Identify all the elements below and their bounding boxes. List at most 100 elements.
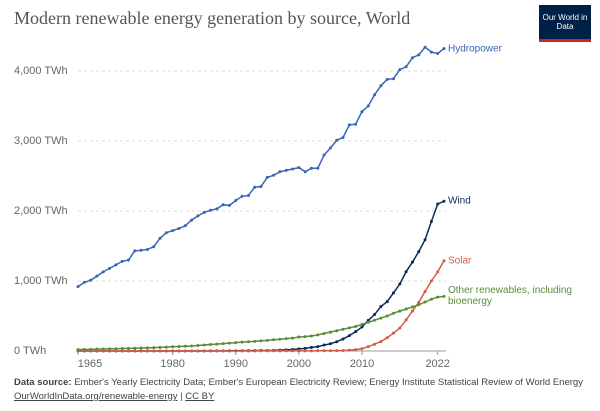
point	[442, 47, 446, 51]
point	[221, 342, 225, 346]
point	[309, 349, 313, 353]
point	[442, 259, 446, 263]
series-line	[78, 260, 445, 352]
point	[297, 166, 301, 170]
point	[328, 330, 332, 334]
point	[373, 313, 377, 317]
point	[347, 334, 351, 338]
point	[335, 329, 339, 333]
point	[309, 345, 313, 349]
point	[89, 347, 93, 351]
source-text: Ember's Yearly Electricity Data; Ember's…	[74, 377, 583, 388]
point	[303, 349, 307, 353]
point	[253, 185, 257, 189]
point	[404, 307, 408, 311]
series-label: Solar	[448, 255, 472, 267]
point	[202, 210, 206, 214]
point	[360, 347, 364, 351]
point	[259, 349, 263, 353]
point	[152, 349, 156, 353]
point	[183, 344, 187, 348]
point	[215, 207, 219, 211]
point	[120, 259, 124, 263]
series-line	[78, 200, 445, 352]
x-tick-label: 2022	[425, 358, 449, 370]
point	[284, 337, 288, 341]
point	[341, 327, 345, 331]
point	[379, 316, 383, 320]
point	[164, 349, 168, 353]
x-tick-label: 2000	[287, 358, 311, 370]
point	[177, 345, 181, 349]
point	[328, 146, 332, 150]
point	[82, 280, 86, 284]
point	[385, 77, 389, 81]
source-label: Data source:	[14, 377, 72, 388]
point	[133, 249, 137, 253]
point	[246, 349, 250, 353]
y-tick-label: 0 TWh	[14, 345, 46, 357]
point	[385, 300, 389, 304]
point	[398, 309, 402, 313]
point	[398, 68, 402, 72]
point	[164, 231, 168, 235]
point	[284, 349, 288, 353]
point	[417, 250, 421, 254]
series-label: Hydropower	[448, 43, 502, 55]
point	[429, 279, 433, 283]
logo[interactable]: Our World in Data	[539, 5, 591, 42]
point	[316, 349, 320, 353]
point	[196, 214, 200, 218]
point	[341, 337, 345, 341]
point	[392, 291, 396, 295]
point	[404, 270, 408, 274]
point	[227, 341, 231, 345]
point	[183, 224, 187, 228]
point	[442, 199, 446, 203]
point	[209, 349, 213, 353]
x-tick-label: 1965	[78, 358, 102, 370]
point	[259, 185, 263, 188]
point	[404, 318, 408, 322]
point	[303, 346, 307, 350]
series-label: Other renewables, including bioenergy	[448, 285, 572, 308]
y-tick-label: 3,000 TWh	[14, 135, 68, 147]
point	[145, 346, 149, 350]
point	[347, 348, 351, 352]
point	[360, 322, 364, 326]
point	[120, 347, 124, 351]
point	[246, 194, 250, 198]
point	[89, 278, 93, 282]
point	[335, 340, 339, 344]
point	[183, 349, 187, 353]
point	[354, 325, 358, 328]
point	[392, 331, 396, 335]
point	[429, 50, 433, 54]
y-tick-label: 4,000 TWh	[14, 65, 68, 77]
url[interactable]: OurWorldInData.org/renewable-energy	[14, 391, 178, 402]
license[interactable]: CC BY	[185, 391, 215, 402]
x-tick-label: 2010	[350, 358, 374, 370]
point	[209, 208, 213, 212]
point	[240, 349, 244, 353]
point	[335, 138, 339, 142]
point	[259, 339, 263, 343]
point	[177, 349, 181, 353]
point	[126, 349, 130, 353]
series-label: Wind	[448, 195, 471, 207]
point	[126, 258, 130, 262]
point	[139, 346, 143, 350]
point	[316, 345, 320, 349]
point	[436, 295, 440, 299]
point	[398, 326, 402, 330]
point	[309, 334, 313, 338]
point	[373, 342, 377, 346]
source-link: OurWorldInData.org/renewable-energy | CC…	[14, 391, 215, 402]
point	[108, 349, 112, 353]
point	[114, 347, 118, 351]
point	[303, 170, 307, 174]
point	[234, 349, 238, 353]
point	[158, 349, 162, 353]
